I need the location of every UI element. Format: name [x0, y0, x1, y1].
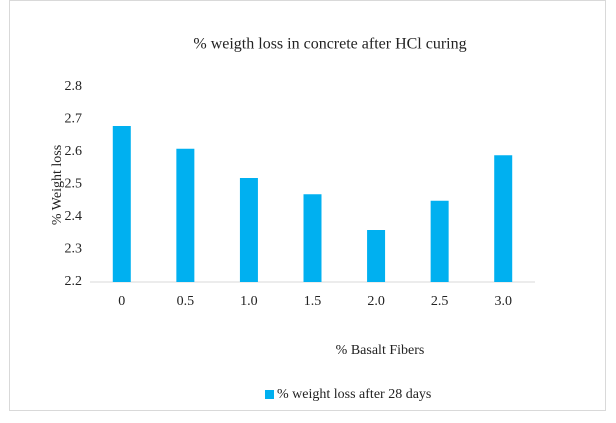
x-axis-label: % Basalt Fibers: [336, 343, 425, 358]
bar: [494, 155, 513, 282]
y-tick-label: 2.4: [65, 209, 83, 224]
y-tick-label: 2.7: [65, 112, 83, 127]
legend-label: % weight loss after 28 days: [277, 387, 431, 402]
bar: [430, 200, 449, 282]
chart-title: % weigth loss in concrete after HCl curi…: [193, 36, 466, 53]
y-tick-label: 2.3: [65, 242, 83, 257]
bar: [239, 178, 258, 282]
x-tick-label: 1.5: [304, 294, 322, 309]
bar: [112, 126, 131, 282]
x-tick-label: 2.5: [431, 294, 449, 309]
x-tick-label: 2.0: [367, 294, 385, 309]
bar: [303, 194, 322, 282]
x-tick-label: 3.0: [494, 294, 512, 309]
y-tick-label: 2.5: [65, 177, 83, 192]
y-tick-label: 2.2: [65, 274, 83, 289]
x-tick-label: 1.0: [240, 294, 258, 309]
x-tick-label: 0: [118, 294, 125, 309]
y-axis-label: % Weight loss: [50, 145, 65, 225]
bar: [176, 148, 195, 282]
y-tick-label: 2.6: [65, 144, 83, 159]
legend-swatch: [265, 390, 274, 399]
bar: [367, 230, 386, 282]
x-tick-label: 0.5: [177, 294, 195, 309]
y-tick-label: 2.8: [65, 79, 83, 94]
